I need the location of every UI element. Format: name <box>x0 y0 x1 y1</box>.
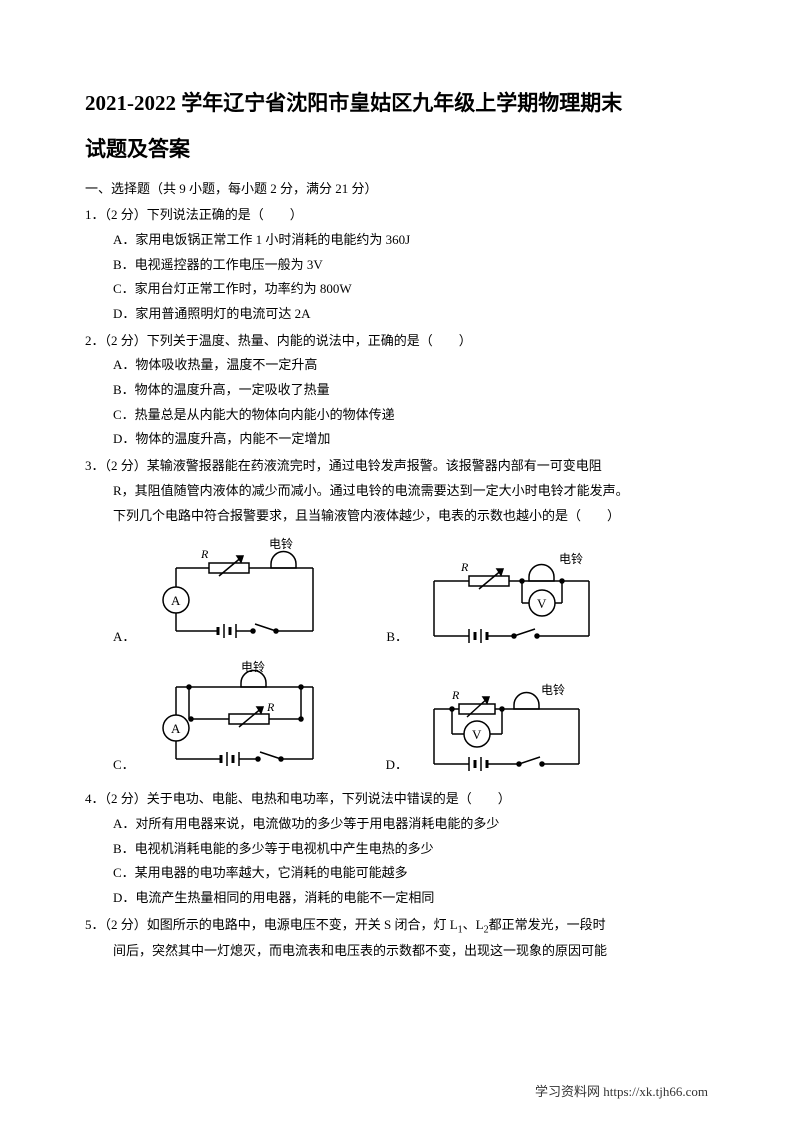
question-1: 1．（2 分）下列说法正确的是（ ） A．家用电饭锅正常工作 1 小时消耗的电能… <box>85 203 708 326</box>
question-2: 2．（2 分）下列关于温度、热量、内能的说法中，正确的是（ ） A．物体吸收热量… <box>85 329 708 452</box>
exam-title-line1: 2021-2022 学年辽宁省沈阳市皇姑区九年级上学期物理期末 <box>85 85 708 123</box>
circuit-diagram-a: R 电铃 <box>141 536 326 651</box>
q4-option-c: C．某用电器的电功率越大，它消耗的电能可能越多 <box>113 861 708 886</box>
q3-label-b: B． <box>386 625 408 652</box>
q3-diagram-b-group: B． R 电铃 <box>386 551 609 651</box>
q3-body2: 下列几个电路中符合报警要求，且当输液管内液体越少，电表的示数也越小的是（ ） <box>85 504 708 529</box>
q1-option-d: D．家用普通照明灯的电流可达 2A <box>113 302 708 327</box>
circuit-diagram-c: 电铃 <box>141 659 326 779</box>
q3-diagrams-row-2: C． 电铃 <box>85 659 708 779</box>
q3-label-a: A． <box>113 625 135 652</box>
svg-text:V: V <box>537 596 547 611</box>
question-5: 5．（2 分）如图所示的电路中，电源电压不变，开关 S 闭合，灯 L1、L2都正… <box>85 913 708 964</box>
q3-diagrams-row-1: A． R 电铃 <box>85 536 708 651</box>
q2-options: A．物体吸收热量，温度不一定升高 B．物体的温度升高，一定吸收了热量 C．热量总… <box>85 353 708 452</box>
section-1-header: 一、选择题（共 9 小题，每小题 2 分，满分 21 分） <box>85 177 708 202</box>
svg-text:V: V <box>472 727 482 742</box>
q3-body1: R，其阻值随管内液体的减少而减小。通过电铃的电流需要达到一定大小时电铃才能发声。 <box>85 479 708 504</box>
q3-diagram-d-group: D． R 电铃 <box>386 679 599 779</box>
page-footer: 学习资料网 https://xk.tjh66.com <box>535 1081 708 1100</box>
svg-text:A: A <box>171 593 181 608</box>
q1-stem: 1．（2 分）下列说法正确的是（ ） <box>85 203 708 228</box>
q1-option-a: A．家用电饭锅正常工作 1 小时消耗的电能约为 360J <box>113 228 708 253</box>
q1-option-c: C．家用台灯正常工作时，功率约为 800W <box>113 277 708 302</box>
q2-option-c: C．热量总是从内能大的物体向内能小的物体传递 <box>113 403 708 428</box>
svg-text:A: A <box>171 721 181 736</box>
q3-stem: 3．（2 分）某输液警报器能在药液流完时，通过电铃发声报警。该报警器内部有一可变… <box>85 454 708 479</box>
q1-options: A．家用电饭锅正常工作 1 小时消耗的电能约为 360J B．电视遥控器的工作电… <box>85 228 708 327</box>
question-4: 4．（2 分）关于电功、电能、电热和电功率，下列说法中错误的是（ ） A．对所有… <box>85 787 708 910</box>
svg-text:电铃: 电铃 <box>541 682 565 697</box>
svg-text:电铃: 电铃 <box>241 659 265 674</box>
q5-body: 间后，突然其中一灯熄灭，而电流表和电压表的示数都不变，出现这一现象的原因可能 <box>85 939 708 964</box>
q2-option-d: D．物体的温度升高，内能不一定增加 <box>113 427 708 452</box>
question-3: 3．（2 分）某输液警报器能在药液流完时，通过电铃发声报警。该报警器内部有一可变… <box>85 454 708 779</box>
q2-option-a: A．物体吸收热量，温度不一定升高 <box>113 353 708 378</box>
exam-title-line2: 试题及答案 <box>85 131 708 169</box>
q3-label-d: D． <box>386 753 408 780</box>
q4-options: A．对所有用电器来说，电流做功的多少等于用电器消耗电能的多少 B．电视机消耗电能… <box>85 812 708 911</box>
q4-option-a: A．对所有用电器来说，电流做功的多少等于用电器消耗电能的多少 <box>113 812 708 837</box>
svg-text:R: R <box>460 560 469 574</box>
svg-text:电铃: 电铃 <box>559 551 583 566</box>
q2-stem: 2．（2 分）下列关于温度、热量、内能的说法中，正确的是（ ） <box>85 329 708 354</box>
q4-option-d: D．电流产生热量相同的用电器，消耗的电能不一定相同 <box>113 886 708 911</box>
svg-text:电铃: 电铃 <box>269 536 293 551</box>
q2-option-b: B．物体的温度升高，一定吸收了热量 <box>113 378 708 403</box>
q3-label-c: C． <box>113 753 135 780</box>
q4-stem: 4．（2 分）关于电功、电能、电热和电功率，下列说法中错误的是（ ） <box>85 787 708 812</box>
q3-diagram-c-group: C． 电铃 <box>113 659 326 779</box>
q4-option-b: B．电视机消耗电能的多少等于电视机中产生电热的多少 <box>113 837 708 862</box>
svg-text:R: R <box>451 688 460 702</box>
svg-text:R: R <box>266 700 275 714</box>
q5-stem: 5．（2 分）如图所示的电路中，电源电压不变，开关 S 闭合，灯 L1、L2都正… <box>85 913 708 940</box>
q1-option-b: B．电视遥控器的工作电压一般为 3V <box>113 253 708 278</box>
svg-text:R: R <box>200 547 209 561</box>
q3-diagram-a-group: A． R 电铃 <box>113 536 326 651</box>
circuit-diagram-d: R 电铃 V <box>414 679 599 779</box>
circuit-diagram-b: R 电铃 <box>414 551 609 651</box>
